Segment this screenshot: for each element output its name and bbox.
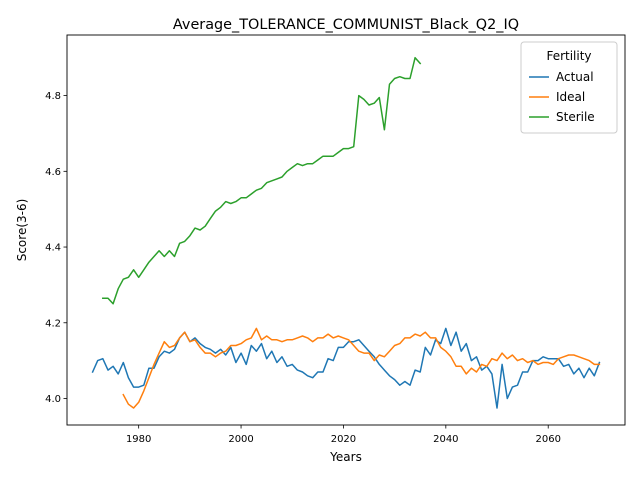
y-tick-label: 4.4	[45, 243, 61, 254]
legend-label-actual: Actual	[556, 70, 594, 84]
legend-entries: Actual Ideal Sterile	[529, 70, 595, 124]
legend-box	[520, 41, 618, 134]
series-line-sterile	[102, 56, 422, 305]
legend-title: Fertility	[546, 49, 591, 63]
legend-label-sterile: Sterile	[556, 110, 595, 124]
x-tick-label: 2060	[535, 434, 560, 445]
y-tick-label: 4.2	[45, 318, 61, 329]
x-tick-label: 2040	[433, 434, 458, 445]
x-axis-label: Years	[329, 450, 362, 464]
legend: Fertility Actual Ideal Sterile	[520, 41, 618, 134]
x-tick-label: 2020	[331, 434, 356, 445]
series-layer	[91, 56, 601, 409]
plot-frame	[66, 34, 626, 426]
y-axis-ticks: 4.0 4.2 4.4 4.6 4.8	[45, 91, 67, 405]
chart-title: Average_TOLERANCE_COMMUNIST_Black_Q2_IQ	[173, 17, 519, 33]
y-tick-label: 4.6	[45, 167, 61, 178]
x-tick-label: 2000	[228, 434, 253, 445]
x-tick-label: 1980	[126, 434, 151, 445]
y-tick-label: 4.0	[45, 394, 61, 405]
series-line-ideal	[122, 327, 601, 409]
x-axis-ticks: 1980 2000 2020 2040 2060	[126, 425, 561, 445]
series-line-actual	[91, 327, 601, 409]
legend-label-ideal: Ideal	[556, 90, 585, 104]
y-axis-label: Score(3-6)	[15, 199, 29, 262]
y-tick-label: 4.8	[45, 91, 61, 102]
